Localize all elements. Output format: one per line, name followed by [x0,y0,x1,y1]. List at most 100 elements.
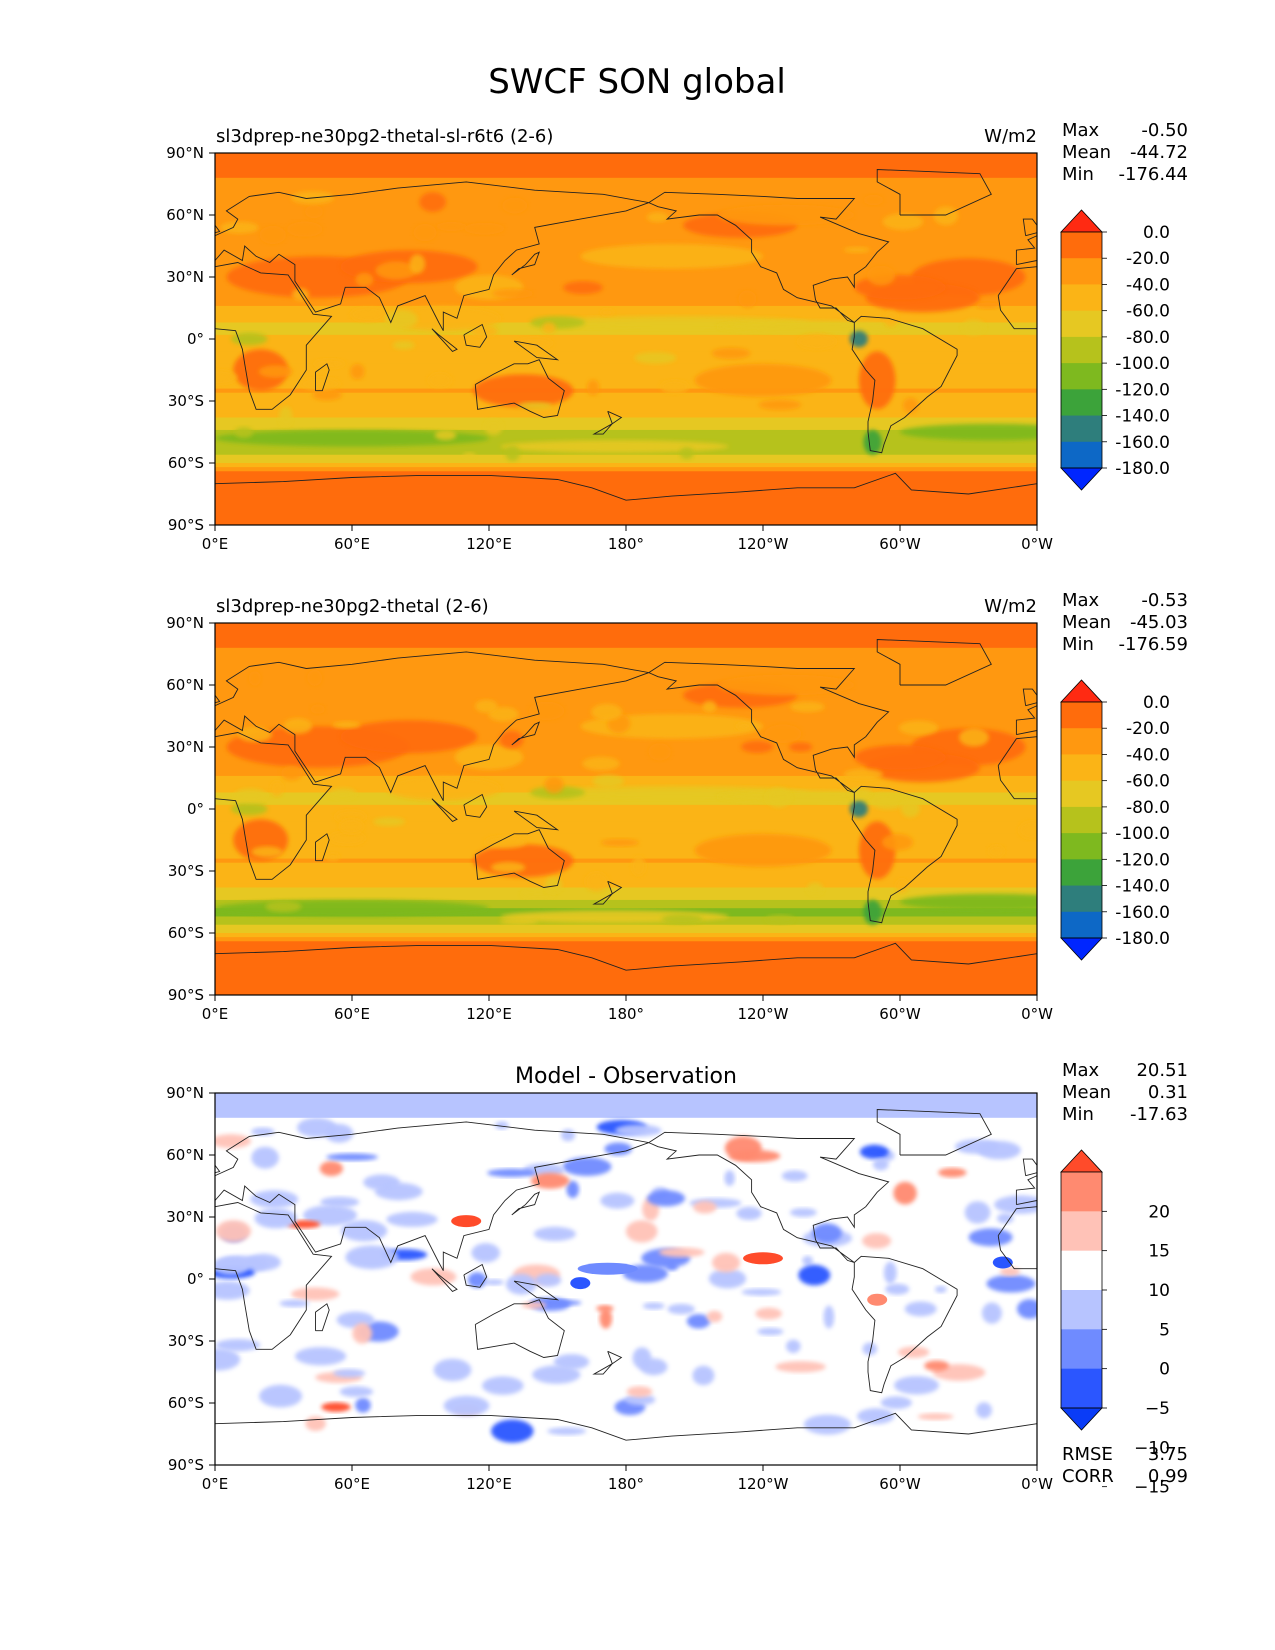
colorbar-label: -100.0 [1115,354,1170,374]
field-patch [464,222,505,235]
field-patch [631,856,646,876]
greenland-coast [876,169,992,216]
colorbar-label: -140.0 [1115,877,1170,897]
zonal-band [215,643,1037,649]
diff-patch [862,1233,892,1249]
diff-patch [658,1247,705,1258]
zonal-band [215,809,1037,814]
diff-patch [521,1301,547,1309]
field-patch [797,333,837,350]
eurasia-coast-wrap [1015,1175,1037,1206]
diff-patch [250,1190,299,1209]
colorbar-segment [1061,336,1102,364]
zonal-band [215,623,1037,628]
colorbar-label: -80.0 [1126,328,1170,348]
colorbar-segment [1061,911,1102,939]
y-tick-label: 0° [187,1270,204,1288]
field-patch [542,322,556,334]
zonal-band [215,334,1037,340]
zonal-band [215,668,1037,673]
zonal-band [215,701,1037,707]
field-patch [789,742,813,752]
x-tick-label: 120°E [466,1005,512,1023]
field-patch [265,900,302,913]
zonal-band [215,215,1037,220]
sumatra-coast [431,798,458,822]
colorbar-segment [1061,389,1102,417]
nz-coast [592,880,623,905]
diff-patch [355,1397,371,1413]
africa-coast [215,1202,333,1350]
zonal-band [215,198,1037,203]
stat-min-label: Min [1062,634,1094,655]
zonal-band [215,285,1037,290]
field-patch [428,372,452,388]
africa-coast [215,262,333,410]
field-patch [305,205,323,219]
x-tick-label: 120°E [466,535,512,553]
zonal-band [215,434,1037,439]
zonal-band [215,763,1037,769]
north-america-coast [648,191,890,323]
y-tick-label: 30°S [168,392,204,410]
field-patch [582,756,620,771]
zonal-band [215,689,1037,694]
colorbar-segment [1061,859,1102,887]
zonal-band [215,372,1037,377]
zonal-band [215,817,1037,822]
x-tick-label: 120°W [738,535,789,553]
stat-min-value: -17.63 [1130,1104,1188,1125]
field-patch [765,915,795,924]
field-patch [409,254,426,274]
field-patch [702,700,717,713]
zonal-band [215,409,1037,414]
zonal-band [215,454,1037,460]
japan-coast [511,251,540,276]
diff-patch [215,1220,251,1243]
diff-patch [692,1365,715,1386]
diff-patch [303,1205,357,1226]
stat-max-value: -0.50 [1141,120,1188,141]
zonal-band [215,825,1037,831]
diff-patch [487,1168,536,1177]
field-patch [988,845,1005,858]
diff-patch [781,1170,808,1182]
zonal-band [215,742,1037,748]
diff-patch [976,1402,992,1419]
colorbar-segment [1061,363,1102,390]
zonal-band [215,945,1037,950]
zonal-band [215,891,1037,897]
australia-coast [474,829,565,888]
field-patch [312,389,342,401]
diff-patch [981,1302,1002,1324]
colorbar-label: -40.0 [1126,275,1170,295]
zonal-band [215,343,1037,348]
diff-patch [604,1142,633,1156]
zonal-band [215,347,1037,352]
zonal-band [215,475,1037,480]
zonal-band [215,516,1037,522]
field-patch [301,377,340,391]
diff-patch [345,1245,399,1270]
zonal-band [215,210,1037,216]
colorbar-segment [1061,1329,1102,1370]
x-tick-label: 180° [608,535,644,553]
zonal-band [215,676,1037,682]
diff-patch [251,1146,279,1169]
zonal-band [215,491,1037,497]
field-patch [843,246,870,253]
field-patch [738,290,757,308]
zonal-band [215,496,1037,501]
zonal-band [215,277,1037,282]
field-patch [882,213,924,230]
x-tick-label: 60°W [879,535,921,553]
diff-patch [352,1322,373,1344]
field-patch [220,221,259,234]
diff-patch [667,1303,695,1315]
zonal-band [215,272,1037,278]
field-patch [863,194,884,206]
field-patch [1018,821,1037,839]
field-patch [586,379,600,396]
zonal-band [215,429,1037,435]
field-anomaly [231,802,268,816]
